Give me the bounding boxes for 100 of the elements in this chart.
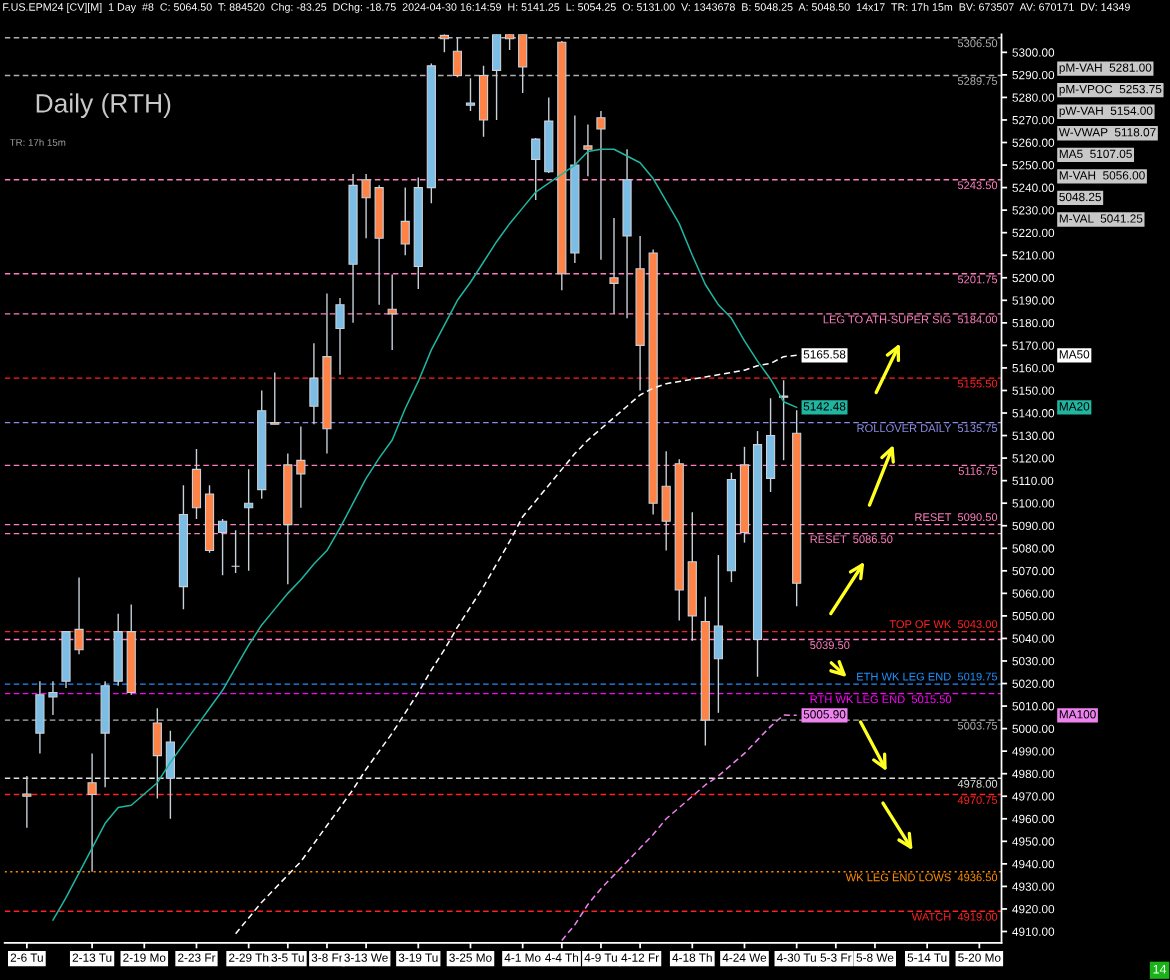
candlestick bbox=[779, 379, 789, 462]
ref-line-label: ROLLOVER DAILY 5135.75 bbox=[857, 424, 998, 433]
candlestick bbox=[74, 576, 84, 655]
y-tick-label: 5000.00 bbox=[1012, 724, 1055, 733]
ref-line-label: TOP OF WK 5043.00 bbox=[889, 620, 998, 629]
data-label: 5005.90 bbox=[803, 710, 846, 719]
candlestick bbox=[335, 297, 345, 376]
y-tick-label: 5270.00 bbox=[1012, 116, 1055, 125]
x-tick-label: 2-29 Th bbox=[229, 953, 269, 962]
candlestick bbox=[87, 752, 97, 873]
ref-line-label: 5243.50 bbox=[957, 181, 998, 190]
y-tick-label: 5120.00 bbox=[1012, 454, 1055, 463]
candlestick bbox=[400, 186, 410, 256]
x-tick-label: 4-30 Tu bbox=[776, 953, 816, 962]
ref-line-label: RESET 5086.50 bbox=[810, 535, 893, 544]
candlestick bbox=[387, 273, 397, 351]
candlestick bbox=[531, 137, 541, 201]
data-label: 5165.58 bbox=[803, 350, 846, 359]
y-tick-label: 4980.00 bbox=[1012, 769, 1055, 779]
ref-line-label: 4978.00 bbox=[957, 779, 998, 788]
ref-line-label: 5289.75 bbox=[957, 77, 998, 85]
x-tick-label: 4-1 Mo bbox=[504, 953, 541, 962]
candlestick bbox=[22, 775, 32, 829]
y-tick-label: 4950.00 bbox=[1012, 837, 1055, 846]
x-tick-label: 4-18 Th bbox=[672, 953, 712, 962]
y-tick-label: 5200.00 bbox=[1012, 273, 1055, 283]
line-series bbox=[234, 354, 798, 935]
ref-line-label: 5003.75 bbox=[957, 721, 998, 730]
x-tick-label: 3-13 We bbox=[344, 953, 388, 962]
y-tick-label: 5090.00 bbox=[1012, 521, 1055, 531]
y-tick-label: 5290.00 bbox=[1012, 70, 1055, 80]
text: pM-VPOC 5253.75 bbox=[1059, 84, 1162, 96]
text: MA100 bbox=[1059, 710, 1096, 719]
x-tick-label: 3-19 Tu bbox=[398, 953, 438, 962]
y-tick-label: 5140.00 bbox=[1012, 409, 1055, 418]
annotation: TR: 17h 15m bbox=[9, 138, 66, 146]
y-tick-label: 5150.00 bbox=[1012, 386, 1055, 395]
ref-line-label: 4970.75 bbox=[957, 796, 998, 805]
x-tick-label: 3-25 Mo bbox=[449, 953, 492, 962]
y-tick-label: 5250.00 bbox=[1012, 161, 1055, 170]
x-tick-label: 5-14 Tu bbox=[907, 953, 947, 962]
y-tick-label: 5220.00 bbox=[1012, 228, 1055, 238]
y-tick-label: 5050.00 bbox=[1012, 611, 1055, 621]
line-series bbox=[561, 714, 798, 942]
y-tick-label: 4920.00 bbox=[1012, 904, 1055, 914]
y-tick-label: 5100.00 bbox=[1012, 499, 1055, 508]
y-tick-label: 5240.00 bbox=[1012, 183, 1055, 192]
ref-line-label: ETH WK LEG END 5019.75 bbox=[857, 672, 998, 681]
y-tick-label: 5190.00 bbox=[1012, 296, 1055, 305]
candlestick bbox=[296, 425, 306, 509]
ref-line-label: RESET 5090.50 bbox=[915, 513, 998, 522]
x-tick-label: 2-23 Fr bbox=[178, 953, 216, 962]
y-tick-label: 5040.00 bbox=[1012, 634, 1055, 643]
x-tick-label: 5-20 Mo bbox=[958, 953, 1001, 962]
y-tick-label: 5300.00 bbox=[1012, 48, 1055, 57]
candlestick bbox=[244, 468, 254, 572]
candlestick bbox=[361, 173, 371, 240]
y-tick-label: 5080.00 bbox=[1012, 544, 1055, 553]
x-tick-label: 4-4 Th bbox=[545, 953, 579, 962]
y-tick-label: 5160.00 bbox=[1012, 363, 1055, 373]
candlestick bbox=[609, 217, 619, 315]
y-tick-label: 5260.00 bbox=[1012, 138, 1055, 147]
text: MA5 5107.05 bbox=[1059, 149, 1132, 159]
candlestick bbox=[217, 518, 228, 577]
y-tick-label: 5060.00 bbox=[1012, 589, 1055, 598]
text: MA50 bbox=[1059, 350, 1090, 359]
y-tick-label: 5230.00 bbox=[1012, 206, 1055, 215]
text: pM-VAH 5281.00 bbox=[1059, 63, 1152, 75]
text: MA20 bbox=[1059, 402, 1090, 411]
x-tick-label: 5-3 Fr bbox=[820, 953, 852, 962]
y-tick-label: 5020.00 bbox=[1012, 679, 1055, 688]
y-tick-label: 5130.00 bbox=[1012, 431, 1055, 440]
text: Daily (RTH) bbox=[36, 93, 171, 118]
text: W-VWAP 5118.07 bbox=[1058, 128, 1156, 137]
x-tick-label: 2-19 Mo bbox=[123, 953, 166, 962]
ref-line-label: 5201.75 bbox=[957, 275, 998, 284]
x-tick-label: 3-8 Fr bbox=[311, 953, 343, 962]
ref-line-label: 5306.50 bbox=[957, 39, 998, 48]
x-tick-label: 2-13 Tu bbox=[72, 953, 112, 962]
y-tick-label: 5170.00 bbox=[1012, 341, 1055, 350]
y-tick-label: 4930.00 bbox=[1012, 882, 1055, 891]
candlestick bbox=[596, 110, 606, 261]
candlestick bbox=[270, 371, 280, 425]
text: pW-VAH 5154.00 bbox=[1059, 106, 1153, 118]
chart-subtitle: F.US.EPM24 [CV][M] 1 Day #8 C: 5064.50 T: 884520 Chg: -83.25 DChg: -18.75 2024-04-30 16:14:59 H: 5141.25 L: 5054.25 O: 5131.00 V: 1343678 B: 5048.25 A: 5048.50 14x17 TR: 17h 15m BV: 673507 AV: 670171 DV: 14349 bbox=[3, 2, 1130, 13]
y-tick-label: 5180.00 bbox=[1012, 318, 1055, 328]
y-tick-label: 4910.00 bbox=[1012, 927, 1055, 936]
ref-line-label: 5155.50 bbox=[957, 379, 998, 388]
text: 5048.25 bbox=[1059, 192, 1102, 202]
text: M-VAH 5056.00 bbox=[1059, 171, 1145, 180]
y-tick-label: 5210.00 bbox=[1012, 251, 1055, 260]
ref-line-label: 5039.50 bbox=[810, 641, 850, 650]
candlestick bbox=[583, 123, 593, 178]
y-tick-label: 5030.00 bbox=[1012, 657, 1055, 666]
x-tick-label: 4-9 Tu bbox=[584, 953, 617, 962]
x-tick-label: 4-12 Fr bbox=[621, 953, 659, 962]
ref-line-label: WK LEG END LOWS 4936.50 bbox=[845, 873, 998, 882]
ref-line-label: RTH WK LEG END 5015.50 bbox=[810, 695, 952, 704]
y-tick-label: 5110.00 bbox=[1012, 476, 1054, 486]
x-tick-label: 2-6 Tu bbox=[10, 953, 43, 962]
